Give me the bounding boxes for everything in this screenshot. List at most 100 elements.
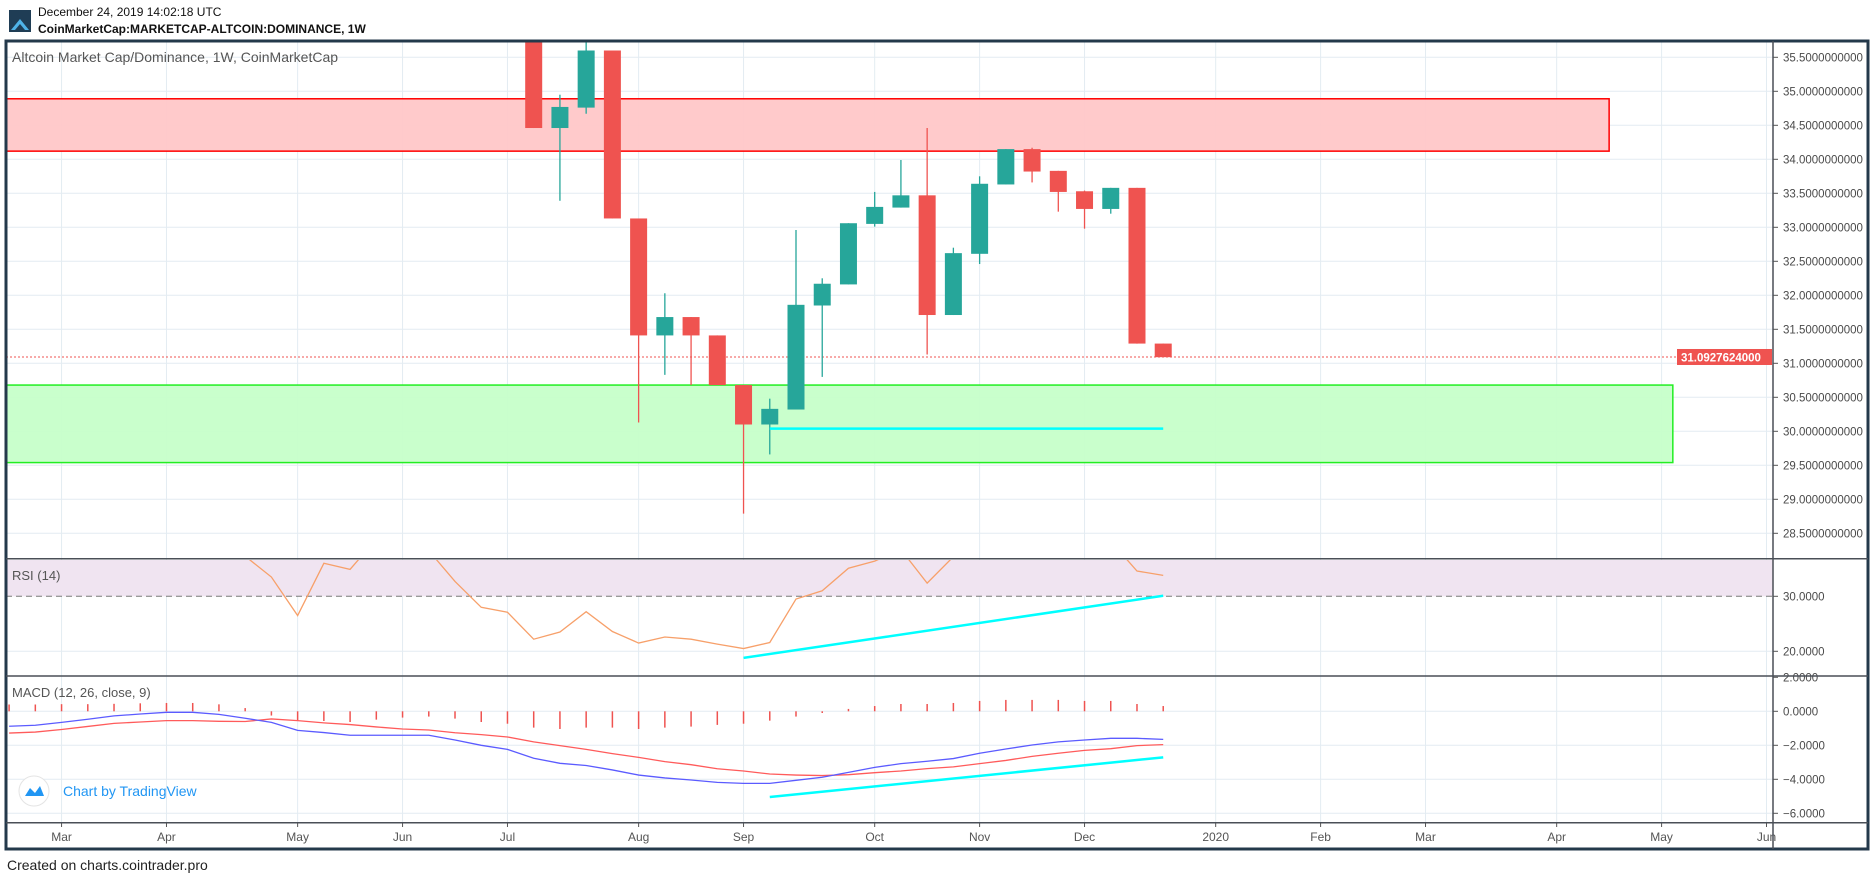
candle [971,176,989,265]
candle-body [761,408,779,425]
candle-body [866,206,884,224]
macd-line [9,711,1164,785]
tradingview-cloud-icon [25,786,44,796]
candle-body [577,50,595,108]
candle [813,278,831,377]
candle [1049,170,1067,212]
candle-body [1128,187,1146,344]
time-axis-label: Nov [969,830,990,844]
candle-body [1076,191,1094,209]
price-axis-label: 32.5000000000 [1783,256,1863,268]
price-axis-label: 35.5000000000 [1783,52,1863,64]
candle [551,94,569,201]
tradingview-logo-circle [18,775,50,807]
price-axis-label: 32.0000000000 [1783,290,1863,302]
time-axis-label: Oct [865,830,884,844]
macd-signal-line [9,718,1164,777]
candle [682,317,700,386]
time-axis-label: Mar [51,830,72,844]
candle-body [1023,149,1041,172]
time-axis-label: Apr [157,830,176,844]
candle [761,398,779,455]
last-price-label: 31.0927624000 [1681,352,1761,364]
candle-body [839,223,857,285]
candle-body [813,283,831,306]
candle-body [603,50,621,219]
macd-trendline [769,756,1164,799]
rsi-axis-label: 30.0000 [1783,591,1825,603]
candle-body [971,183,989,254]
watermark-text[interactable]: Chart by TradingView [63,783,197,799]
candle [525,42,543,129]
candle-body [787,304,805,410]
candle [866,191,884,227]
price-axis-label: 29.5000000000 [1783,460,1863,472]
time-axis-label: May [286,830,309,844]
macd-axis-label: −2.0000 [1783,740,1825,752]
candle [839,223,857,285]
axes: Mar Apr May Jun Jul Aug Sep Oct Nov Dec 2020 Feb Mar… [51,52,1863,844]
candle-body [1154,343,1172,358]
cointrader-logo [9,10,31,32]
rsi-pane-title: RSI (14) [12,568,60,583]
support-zone [6,384,1674,464]
tradingview-watermark[interactable]: Chart by TradingView [18,775,197,807]
time-axis-label: Sep [733,830,755,844]
time-axis-label: Dec [1074,830,1095,844]
last-price-badge [1677,348,1772,365]
time-axis-label: Mar [1415,830,1436,844]
price-axis-label: 35.0000000000 [1783,86,1863,98]
rsi-trendline [743,594,1164,660]
candle [787,230,805,410]
candle [944,247,962,316]
candle-body [551,106,569,129]
rsi-band [6,560,1773,597]
price-pane[interactable] [4,23,1773,514]
candle [892,159,910,208]
price-axis-label: 33.0000000000 [1783,222,1863,234]
footer-credit: Created on charts.cointrader.pro [7,857,208,873]
price-axis-label: 30.0000000000 [1783,426,1863,438]
candle-body [735,385,753,425]
price-axis-label: 28.5000000000 [1783,528,1863,540]
chart-frame [4,39,1870,851]
candle [1076,190,1094,229]
candle [1102,187,1120,214]
price-pane-title: Altcoin Market Cap/Dominance, 1W, CoinMa… [12,49,338,65]
candle-body [997,149,1015,185]
macd-axis-label: −6.0000 [1783,808,1825,820]
price-axis-label: 30.5000000000 [1783,392,1863,404]
candle-body [708,335,726,386]
candle [1128,187,1146,344]
rsi-axis-label: 20.0000 [1783,646,1825,658]
macd-pane[interactable] [8,699,1164,799]
time-axis-label: Jun [393,830,412,844]
candle [656,293,674,375]
time-axis-label: Feb [1310,830,1331,844]
time-axis-label: Jul [500,830,515,844]
rsi-line [248,560,1164,650]
time-axis-label: May [1650,830,1673,844]
candle-body [1102,187,1120,209]
price-axis-label: 29.0000000000 [1783,494,1863,506]
price-axis-label: 33.5000000000 [1783,188,1863,200]
candle-body [656,317,674,336]
time-axis-label: Aug [628,830,649,844]
candle [735,385,753,514]
candle [918,128,936,355]
candle [603,50,621,219]
candle [997,149,1015,185]
time-axis-label: 2020 [1202,830,1229,844]
macd-axis-label: 0.0000 [1783,706,1818,718]
candle [630,218,648,423]
candle [1023,147,1041,183]
time-axis-label: Jun [1757,830,1776,844]
macd-axis-label: 2.0000 [1783,672,1818,684]
price-axis-label: 31.5000000000 [1783,324,1863,336]
time-axis-label: Apr [1547,830,1566,844]
price-axis-label: 31.0000000000 [1783,358,1863,370]
candle-body [1049,170,1067,192]
rsi-pane[interactable] [6,376,1773,660]
price-axis-label: 34.0000000000 [1783,154,1863,166]
